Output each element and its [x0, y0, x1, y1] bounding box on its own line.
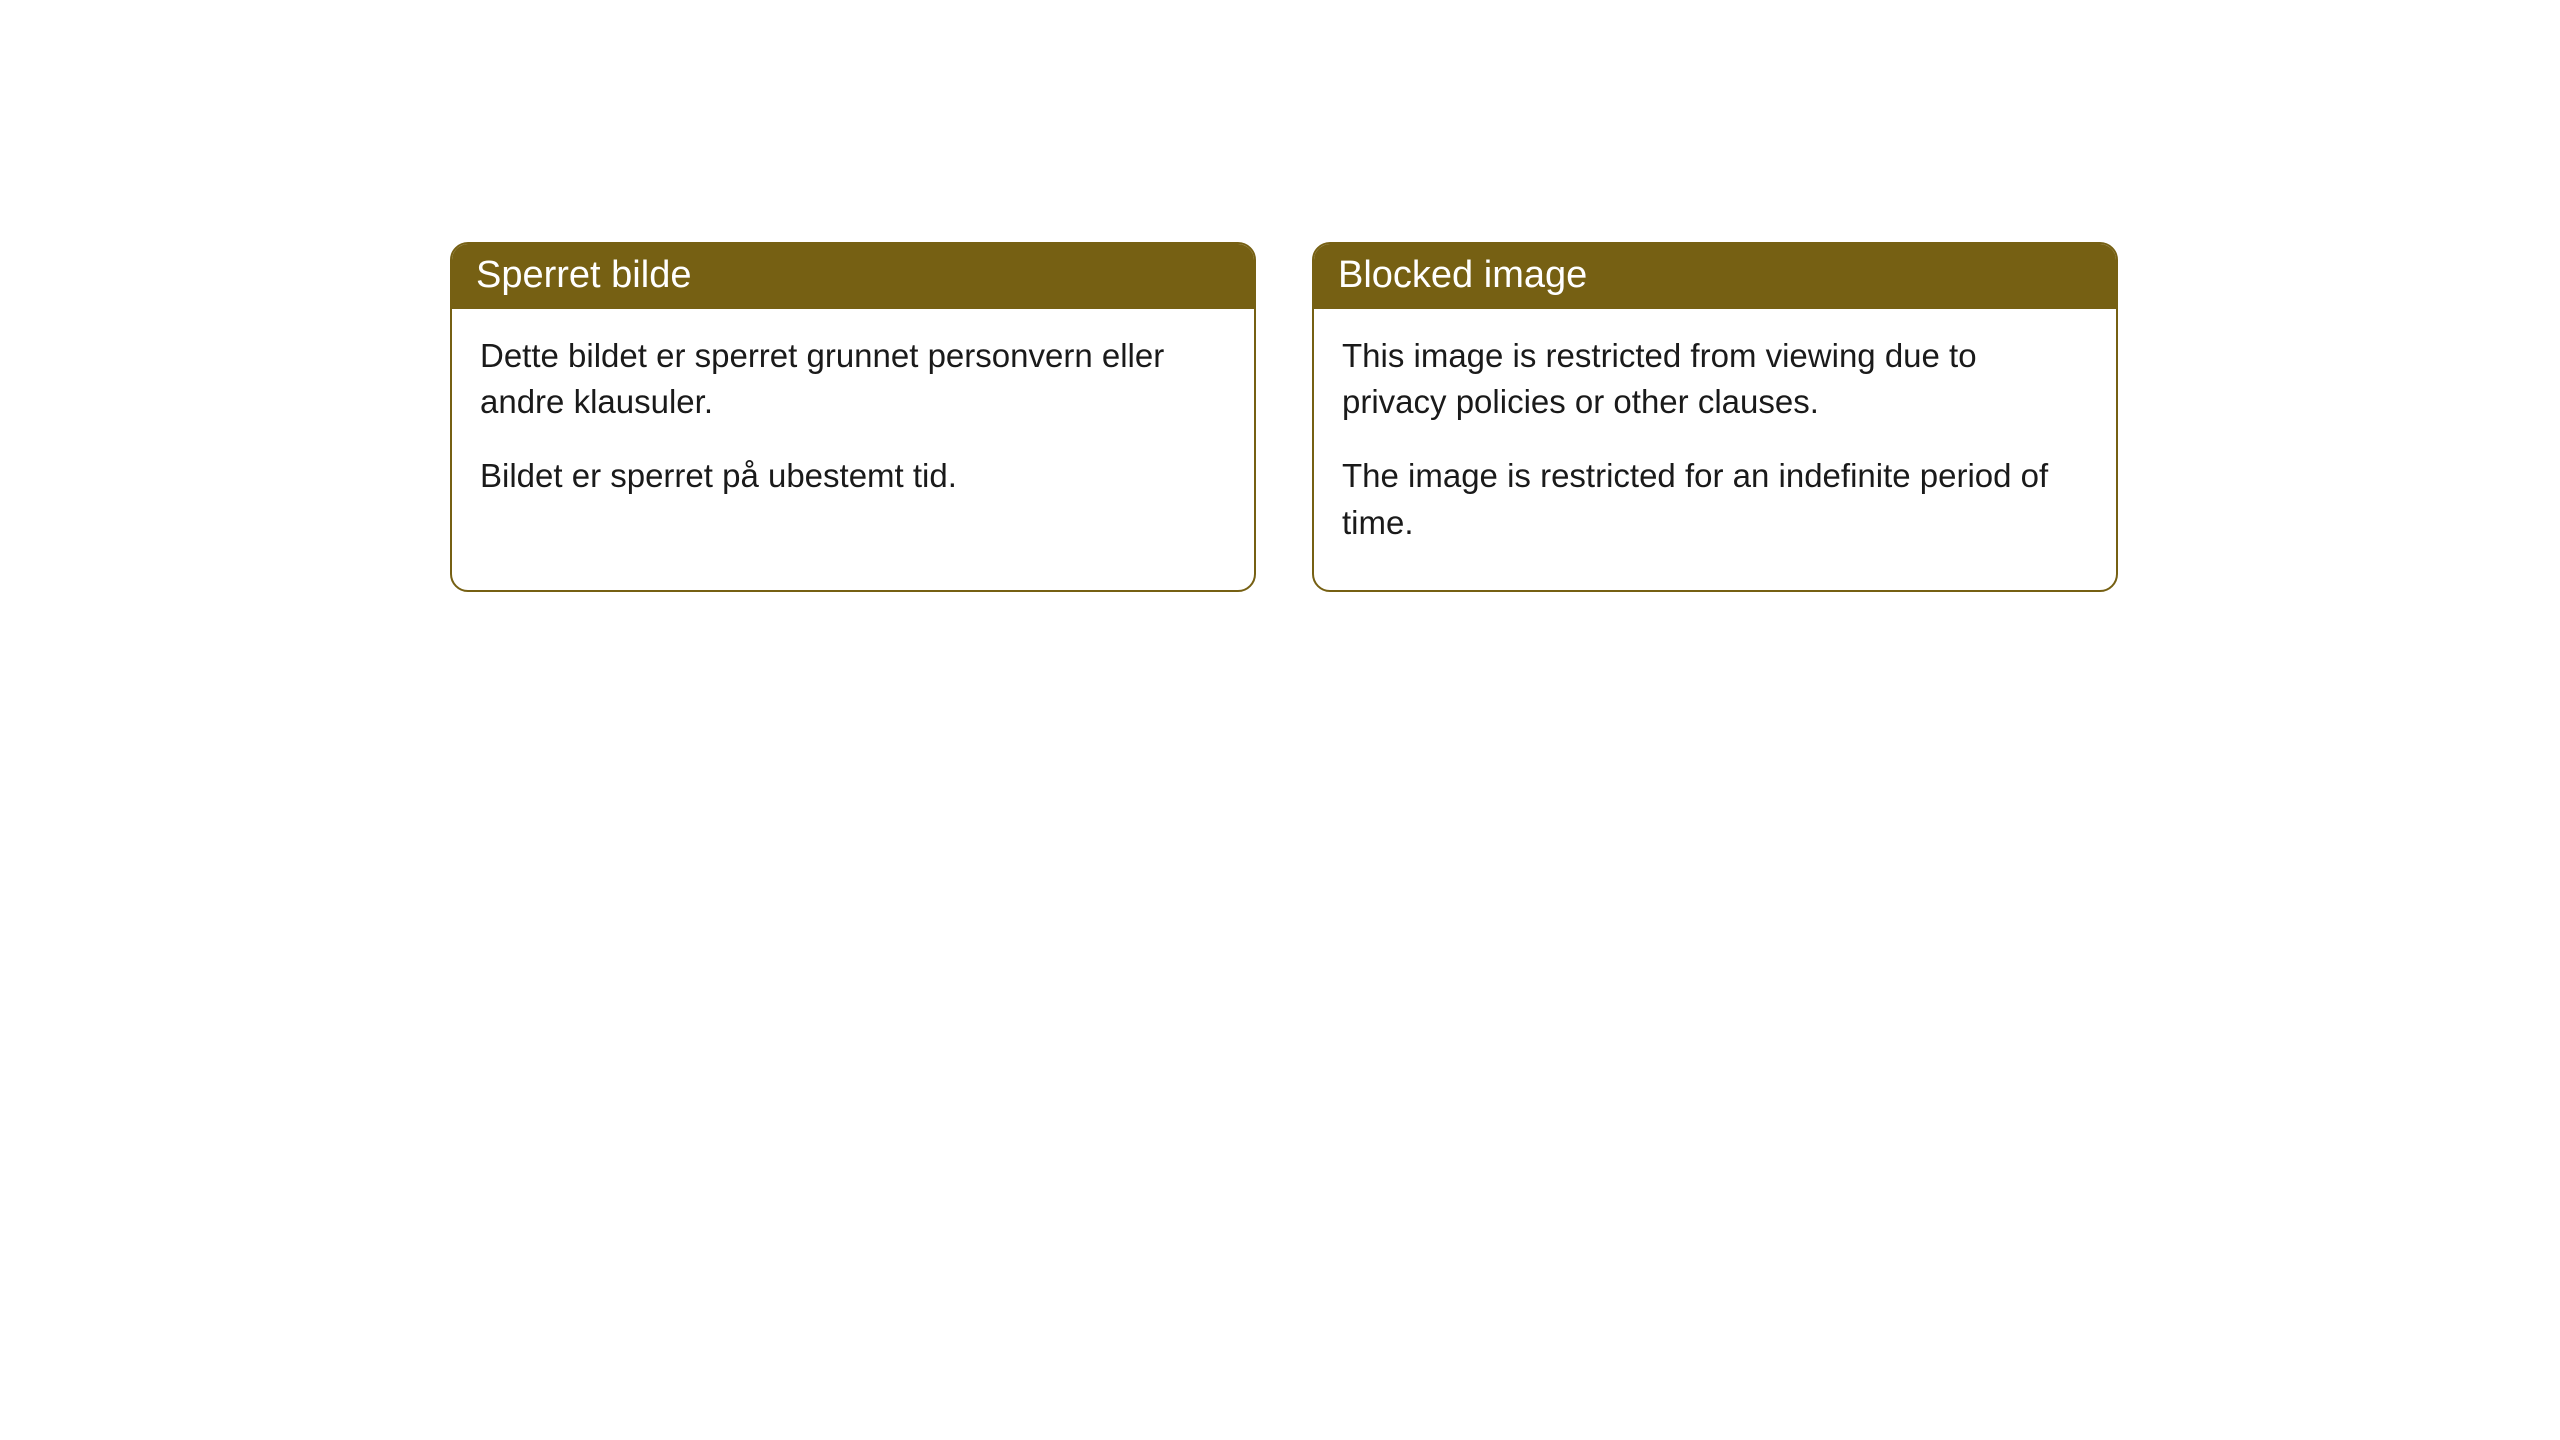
card-paragraph: Bildet er sperret på ubestemt tid.	[480, 453, 1226, 499]
card-paragraph: This image is restricted from viewing du…	[1342, 333, 2088, 425]
blocked-image-card-english: Blocked image This image is restricted f…	[1312, 242, 2118, 592]
card-paragraph: The image is restricted for an indefinit…	[1342, 453, 2088, 545]
card-body: This image is restricted from viewing du…	[1314, 309, 2116, 590]
card-paragraph: Dette bildet er sperret grunnet personve…	[480, 333, 1226, 425]
blocked-image-card-norwegian: Sperret bilde Dette bildet er sperret gr…	[450, 242, 1256, 592]
card-body: Dette bildet er sperret grunnet personve…	[452, 309, 1254, 544]
cards-container: Sperret bilde Dette bildet er sperret gr…	[0, 0, 2560, 592]
card-header: Sperret bilde	[452, 244, 1254, 309]
card-header: Blocked image	[1314, 244, 2116, 309]
